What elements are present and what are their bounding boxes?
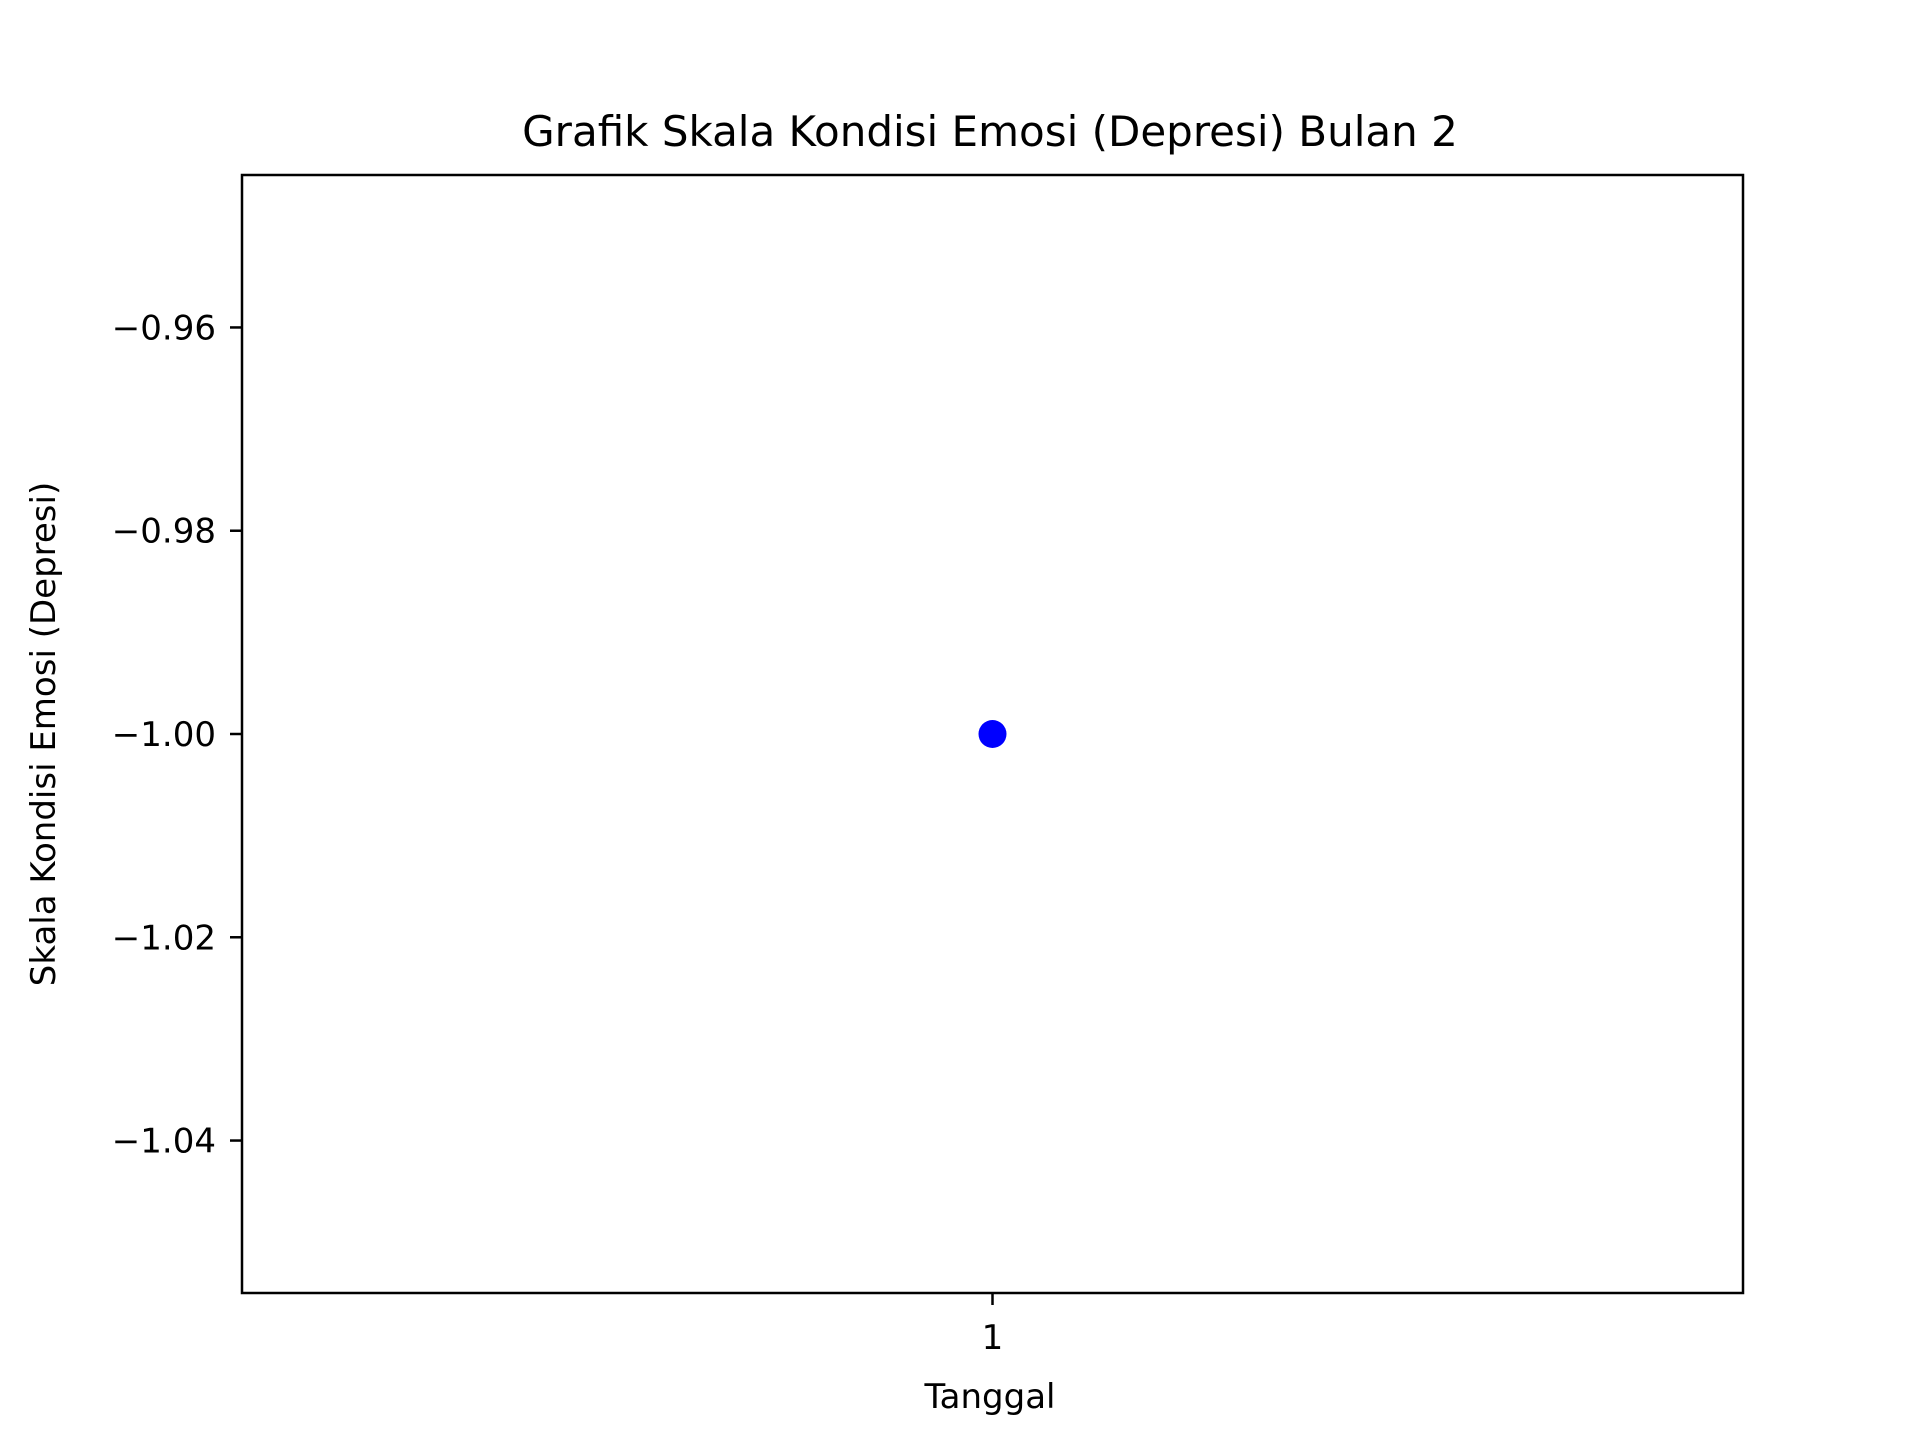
x-axis: 1: [982, 1293, 1004, 1358]
y-tick-label: −1.00: [112, 715, 216, 755]
chart-title: Grafik Skala Kondisi Emosi (Depresi) Bul…: [522, 107, 1458, 156]
y-tick-label: −1.02: [112, 918, 216, 958]
y-axis-label: Skala Kondisi Emosi (Depresi): [24, 482, 64, 986]
x-tick-label: 1: [982, 1318, 1004, 1358]
y-tick-label: −0.98: [112, 512, 216, 552]
y-tick-label: −1.04: [112, 1122, 216, 1162]
x-axis-label: Tanggal: [924, 1377, 1056, 1417]
y-axis: −0.96 −0.98 −1.00 −1.02 −1.04: [112, 308, 242, 1162]
y-tick-label: −0.96: [112, 308, 216, 348]
plot-area: [978, 720, 1007, 748]
data-point: [978, 720, 1007, 748]
